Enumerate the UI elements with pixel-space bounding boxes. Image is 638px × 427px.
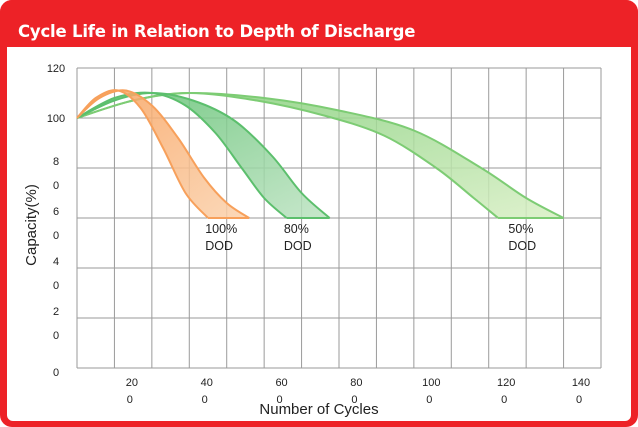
x-tick-label: 0	[202, 394, 208, 406]
dod-label: 80%	[284, 222, 309, 236]
series-line-lower-2	[76, 91, 499, 219]
chart-panel: 0 2 0 4 0 6 0 8 0 100 120 20 0 40 0 60 0 80 0 100 0 120 0 140 0 …	[7, 47, 631, 421]
x-tick-label: 40	[201, 377, 213, 389]
x-tick-label: 0	[127, 394, 133, 406]
x-tick-label: 0	[351, 394, 357, 406]
series-band-2	[77, 92, 564, 218]
x-tick-label: 80	[350, 377, 362, 389]
dod-label: DOD	[205, 239, 233, 253]
series-line-lower-0	[76, 89, 209, 219]
series-band-0	[77, 90, 250, 218]
y-tick-label: 0	[53, 180, 59, 192]
y-tick-label: 0	[53, 230, 59, 242]
y-axis-title: Capacity(%)	[23, 184, 40, 266]
x-tick-label: 0	[501, 394, 507, 406]
series-line-upper-0	[76, 89, 250, 219]
series-line-lower-1	[76, 91, 288, 219]
y-tick-label: 8	[53, 156, 59, 168]
dod-label: DOD	[508, 239, 536, 253]
y-tick-label: 6	[53, 206, 59, 218]
x-tick-label: 0	[576, 394, 582, 406]
y-tick-label: 100	[47, 113, 65, 125]
dod-label: 100%	[205, 222, 237, 236]
x-tick-label: 120	[497, 377, 515, 389]
x-tick-label: 0	[426, 394, 432, 406]
x-axis-title: Number of Cycles	[259, 401, 378, 418]
chart-svg: 020406080100120200400600800100012001400 …	[23, 63, 602, 418]
dod-labels: 100% DOD 80% DOD 50% DOD	[205, 222, 536, 253]
x-tick-label: 140	[572, 377, 590, 389]
y-tick-label: 0	[53, 330, 59, 342]
dod-label: 50%	[508, 222, 533, 236]
x-tick-label: 0	[277, 394, 283, 406]
y-tick-label: 0	[53, 280, 59, 292]
y-tick-label: 4	[53, 256, 59, 268]
series-line-upper-1	[76, 91, 331, 219]
x-tick-label: 20	[126, 377, 138, 389]
series-band-1	[77, 92, 330, 218]
title-bar: Cycle Life in Relation to Depth of Disch…	[0, 0, 638, 46]
dod-label: DOD	[284, 239, 312, 253]
series-layer	[76, 89, 565, 219]
y-tick-label: 120	[47, 63, 65, 75]
chart-title: Cycle Life in Relation to Depth of Disch…	[18, 22, 416, 41]
y-tick-label: 2	[53, 306, 59, 318]
y-tick-label: 0	[53, 367, 59, 379]
x-tick-label: 60	[275, 377, 287, 389]
x-tick-label: 100	[422, 377, 440, 389]
